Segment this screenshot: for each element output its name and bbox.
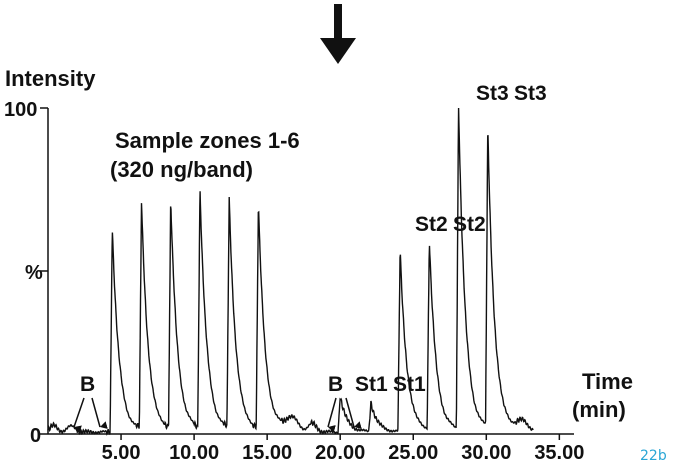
blank-arrow-2 xyxy=(91,397,108,429)
y-axis-title: Intensity xyxy=(5,66,96,91)
x-axis-unit: (min) xyxy=(572,397,626,422)
peak-point xyxy=(257,208,259,210)
st2-label-a: St2 xyxy=(415,213,448,236)
x-tick-label: 15.00 xyxy=(242,442,292,464)
st3-label-b: St3 xyxy=(514,82,547,105)
peak-point xyxy=(399,250,401,252)
sample-amount-label: (320 ng/band) xyxy=(110,157,253,182)
x-axis-title: Time xyxy=(582,369,633,394)
x-tick-label: 10.00 xyxy=(169,442,219,464)
st3-label-a: St3 xyxy=(476,82,509,105)
blank-arrow-4 xyxy=(345,397,362,429)
x-ticks: 5.00 10.00 15.00 20.00 25.00 30.00 35.00 xyxy=(102,434,584,464)
sample-zones-label: Sample zones 1-6 xyxy=(115,128,300,153)
st1-label-b: St1 xyxy=(393,373,426,396)
blank-label-mid: B xyxy=(328,373,343,396)
blank-arrow-3 xyxy=(327,397,337,433)
st1-label-a: St1 xyxy=(355,373,388,396)
application-arrow xyxy=(320,4,356,64)
peak-point xyxy=(111,228,113,230)
y-zero-label: 0 xyxy=(30,425,41,447)
x-tick-label: 20.00 xyxy=(315,442,365,464)
y-max-label: 100 xyxy=(4,99,37,121)
x-tick-label: 30.00 xyxy=(461,442,511,464)
peak-point xyxy=(428,244,430,246)
x-tick-label: 5.00 xyxy=(102,442,141,464)
y-mid-label: % xyxy=(25,262,43,284)
x-tick-label: 25.00 xyxy=(388,442,438,464)
st2-label-b: St2 xyxy=(453,213,486,236)
chromatogram-trace xyxy=(47,107,534,436)
peak-point xyxy=(487,133,489,135)
blank-label-left: B xyxy=(80,373,95,396)
figure-id: 22b xyxy=(640,448,667,464)
blank-arrow-1 xyxy=(73,397,85,434)
x-tick-label: 35.00 xyxy=(534,442,584,464)
